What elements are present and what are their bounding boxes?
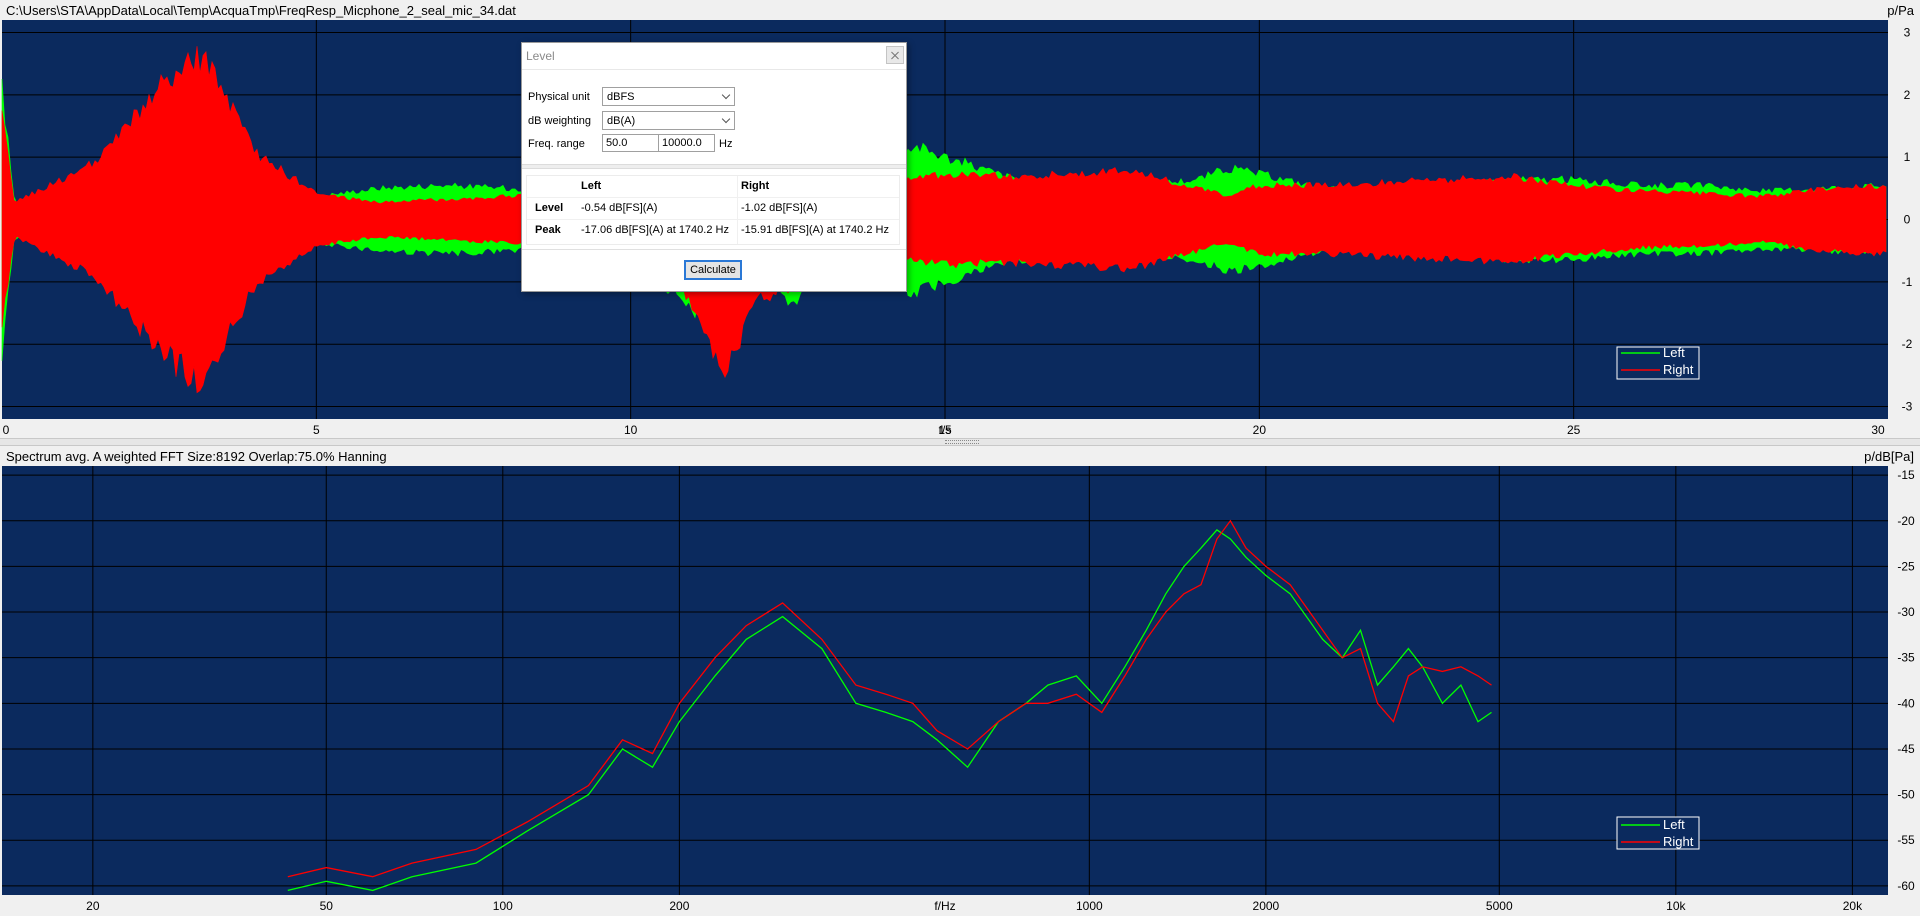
db-weighting-value: dB(A) [607, 115, 636, 127]
bottom-x-tick: 1000 [1076, 899, 1103, 913]
top-unit-label: p/Pa [1887, 3, 1914, 18]
bottom-y-tick: -40 [1897, 696, 1915, 710]
freq-high-input[interactable]: 10000.0 [658, 134, 715, 152]
top-y-tick: 0 [1904, 213, 1911, 227]
top-x-tick: 15 [938, 423, 952, 437]
top-y-tick: -3 [1902, 400, 1913, 414]
bottom-x-tick: 50 [320, 899, 334, 913]
dialog-separator [522, 164, 906, 169]
bottom-legend-right: Right [1663, 834, 1694, 849]
results-row-peak: Peak [535, 224, 561, 236]
pane-splitter[interactable] [0, 438, 1920, 446]
bottom-x-tick: 2000 [1253, 899, 1280, 913]
freq-low-value: 50.0 [606, 137, 628, 149]
bottom-legend-left: Left [1663, 817, 1685, 832]
spectrum-chart[interactable]: 20 50 100 200 1000 2000 5000 10k 20k -15 -20 -25 -30… [0, 464, 1920, 914]
results-col-left: Left [581, 180, 602, 192]
results-row-level: Level [535, 202, 564, 214]
calculate-button[interactable]: Calculate [684, 260, 742, 280]
physical-unit-value: dBFS [607, 91, 635, 103]
top-x-tick: 10 [624, 423, 638, 437]
bottom-y-tick: -15 [1897, 468, 1915, 482]
top-y-tick: 2 [1904, 88, 1911, 102]
dialog-title: Level [526, 49, 555, 63]
top-y-tick: 3 [1904, 25, 1911, 39]
peak-left-value: -17.06 dB[FS](A) at 1740.2 Hz [581, 224, 729, 236]
bottom-y-tick: -55 [1897, 833, 1915, 847]
chevron-down-icon [721, 90, 731, 100]
dialog-footer-separator [522, 249, 906, 250]
freq-low-input[interactable]: 50.0 [602, 134, 659, 152]
top-legend-left: Left [1663, 345, 1685, 360]
top-x-tick: 25 [1567, 423, 1581, 437]
top-x-tick: 0 [3, 423, 10, 437]
bottom-x-tick: 20k [1843, 899, 1863, 913]
bottom-chart-header: Spectrum avg. A weighted FFT Size:8192 O… [0, 446, 1920, 466]
bottom-x-tick: 5000 [1486, 899, 1513, 913]
peak-right-value: -15.91 dB[FS](A) at 1740.2 Hz [741, 224, 889, 236]
top-chart-header: C:\Users\STA\AppData\Local\Temp\AcquaTmp… [0, 0, 1920, 20]
freq-range-label: Freq. range [528, 138, 585, 150]
bottom-plot-area [2, 466, 1888, 895]
physical-unit-label: Physical unit [528, 91, 590, 103]
db-weighting-label: dB weighting [528, 115, 591, 127]
top-y-tick: -1 [1902, 275, 1913, 289]
physical-unit-select[interactable]: dBFS [602, 87, 735, 106]
freq-high-value: 10000.0 [662, 137, 702, 149]
top-y-tick: -2 [1902, 337, 1913, 351]
level-dialog: Level Physical unit dBFS dB weighting dB… [521, 42, 907, 292]
top-x-axis-label: t/s [939, 423, 952, 437]
bottom-x-tick: 20 [86, 899, 100, 913]
top-x-tick: 5 [313, 423, 320, 437]
file-path: C:\Users\STA\AppData\Local\Temp\AcquaTmp… [6, 3, 516, 18]
level-right-value: -1.02 dB[FS](A) [741, 202, 818, 214]
results-col-right: Right [741, 180, 770, 192]
level-left-value: -0.54 dB[FS](A) [581, 202, 658, 214]
top-legend: Left Right [1616, 345, 1700, 380]
chevron-down-icon [721, 114, 731, 124]
freq-unit-label: Hz [719, 138, 733, 150]
bottom-legend: Left Right [1616, 816, 1700, 850]
results-table: Left Right Level Peak -0.54 dB[FS](A) -1… [526, 175, 900, 245]
dialog-title-bar[interactable]: Level [522, 43, 906, 70]
bottom-y-tick: -45 [1897, 742, 1915, 756]
bottom-x-tick: 100 [493, 899, 513, 913]
bottom-y-tick: -20 [1897, 514, 1915, 528]
spectrum-info: Spectrum avg. A weighted FFT Size:8192 O… [6, 449, 387, 464]
close-icon[interactable] [886, 46, 904, 64]
bottom-x-axis-label: f/Hz [934, 899, 955, 913]
bottom-y-tick: -50 [1897, 788, 1915, 802]
top-y-tick: 1 [1904, 150, 1911, 164]
db-weighting-select[interactable]: dB(A) [602, 111, 735, 130]
splitter-grip-icon[interactable] [945, 440, 979, 444]
bottom-y-tick: -60 [1897, 879, 1915, 893]
bottom-series-left [287, 529, 1492, 892]
top-legend-right: Right [1663, 362, 1694, 377]
bottom-y-tick: -25 [1897, 559, 1915, 573]
bottom-unit-label: p/dB[Pa] [1864, 449, 1914, 464]
bottom-y-tick: -35 [1897, 651, 1915, 665]
bottom-x-tick: 10k [1666, 899, 1686, 913]
bottom-x-tick: 200 [669, 899, 689, 913]
top-x-tick: 30 [1871, 423, 1885, 437]
top-x-tick: 20 [1253, 423, 1267, 437]
bottom-y-tick: -30 [1897, 605, 1915, 619]
bottom-series-right [287, 519, 1492, 878]
